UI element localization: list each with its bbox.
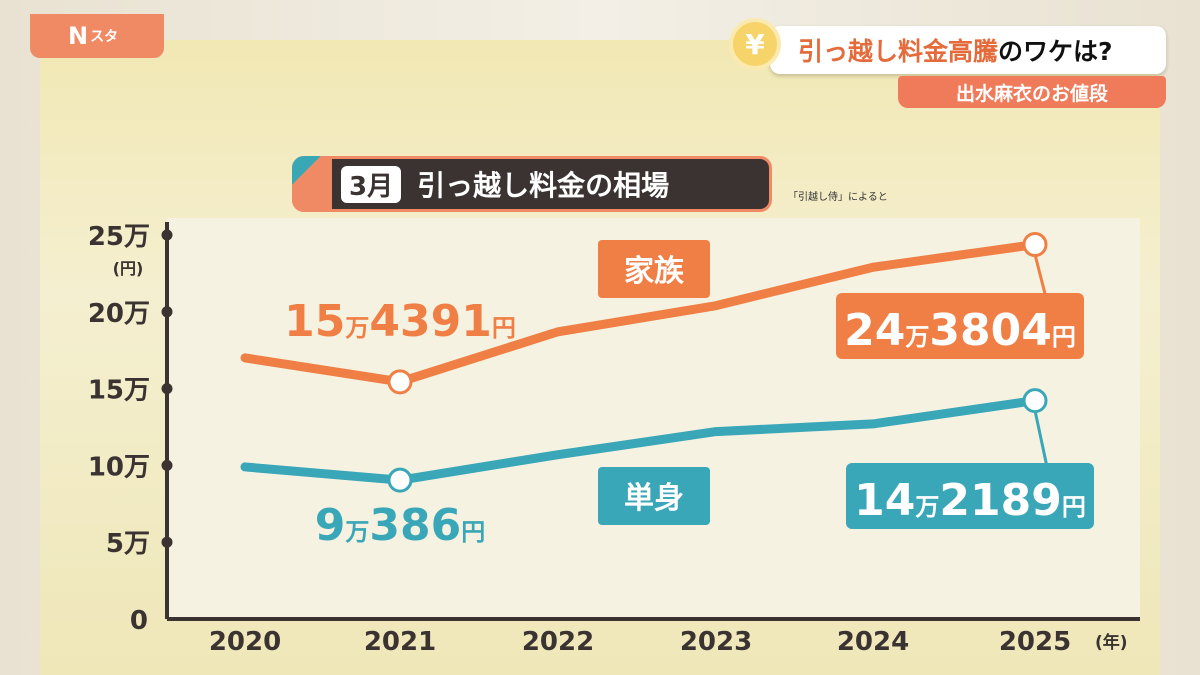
annotation-part: 9 <box>315 500 346 551</box>
headline: 引っ越し料金高騰 のワケは? <box>770 26 1166 74</box>
value-annotation: 15万4391円 <box>284 296 516 347</box>
series-label-box <box>598 467 710 525</box>
y-tick-label: 15万 <box>88 376 150 406</box>
y-tick-label: 0 <box>130 606 148 636</box>
x-tick-label: 2021 <box>364 627 436 657</box>
annotation-part: 2189 <box>939 475 1061 526</box>
y-unit-label: (円) <box>113 259 144 278</box>
annotation-part: 万 <box>345 518 369 546</box>
annotation-part: 円 <box>1062 493 1086 521</box>
x-tick-label: 2020 <box>209 627 281 657</box>
y-tick-dot <box>161 383 173 395</box>
annotation-part: 14 <box>854 475 915 526</box>
value-annotation: 14万2189円 <box>854 475 1086 526</box>
annotation-part: 386 <box>369 500 461 551</box>
x-tick-label: 2024 <box>837 627 909 657</box>
chart-title-bar: 3月 引っ越し料金の相場 <box>292 156 772 212</box>
headline-orange: 引っ越し料金高騰 <box>798 37 999 66</box>
logo-sub: スタ <box>90 29 119 45</box>
annotation-box <box>836 293 1084 359</box>
x-tick-label: 2025 <box>999 627 1071 657</box>
logo-text: N <box>68 22 89 50</box>
y-tick-label: 20万 <box>88 299 150 329</box>
series-label: 家族 <box>624 254 685 289</box>
value-annotation: 24万3804円 <box>844 305 1076 356</box>
y-tick-dot <box>161 536 173 548</box>
y-tick-label: 5万 <box>106 529 150 559</box>
series-label-box <box>598 240 710 298</box>
annotation-part: 3804 <box>929 305 1051 356</box>
data-point-marker <box>387 369 413 395</box>
value-annotation: 9万386円 <box>315 500 485 551</box>
annotation-part: 万 <box>905 323 929 351</box>
y-tick-label: 10万 <box>88 452 150 482</box>
y-tick-dot <box>161 229 173 241</box>
headline-black: のワケは? <box>998 37 1113 66</box>
month-badge: 3月 <box>341 165 402 203</box>
data-point-marker <box>1022 232 1048 258</box>
annotation-part: 円 <box>1052 323 1076 351</box>
yen-icon: ¥ <box>729 18 781 70</box>
channel-logo: N スタ <box>30 14 164 58</box>
annotation-box <box>846 463 1094 529</box>
data-point-marker <box>1022 388 1048 414</box>
title-corner-decoration <box>292 156 332 212</box>
series-line-1 <box>240 396 1040 485</box>
series-label: 単身 <box>624 481 684 516</box>
x-tick-label: 2022 <box>522 627 594 657</box>
annotation-part: 4391 <box>369 296 491 347</box>
x-unit-label: (年) <box>1095 632 1128 653</box>
annotation-part: 万 <box>345 314 369 342</box>
y-tick-dot <box>161 459 173 471</box>
annotation-part: 円 <box>492 314 516 342</box>
chart-title: 引っ越し料金の相場 <box>417 169 670 202</box>
annotation-part: 円 <box>461 518 485 546</box>
series-line-0 <box>240 240 1040 387</box>
annotation-part: 15 <box>284 296 345 347</box>
data-point-marker <box>387 467 413 493</box>
x-tick-label: 2023 <box>680 627 752 657</box>
annotation-part: 万 <box>915 493 939 521</box>
y-tick-dot <box>161 306 173 318</box>
source-note: 「引越し侍」によると <box>788 192 888 203</box>
segment-title: 出水麻衣のお値段 <box>898 76 1166 108</box>
y-tick-label: 25万 <box>88 222 150 252</box>
annotation-part: 24 <box>844 305 905 356</box>
